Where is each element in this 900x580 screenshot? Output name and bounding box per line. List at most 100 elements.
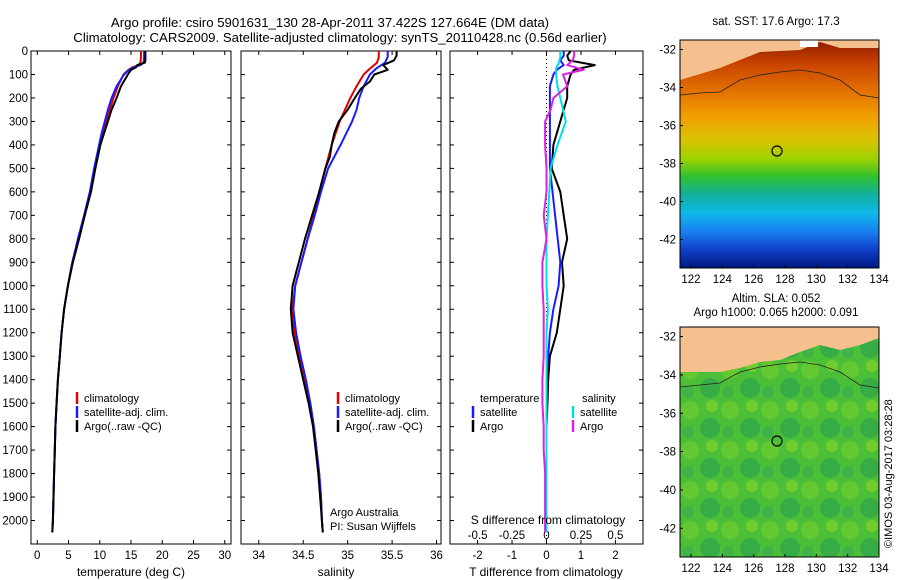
latitude-tick-label: -36: [659, 408, 676, 420]
x-tick-label: 35: [341, 550, 354, 562]
x-tick-label: 35.5: [381, 550, 403, 562]
s-diff-tick-label: -0.25: [499, 530, 525, 542]
x-tick-label: -1: [507, 550, 517, 562]
s-diff-tick-label: 0: [543, 530, 549, 542]
credit-line1: Argo Australia: [330, 507, 399, 519]
legend-satellite-label: satellite-adj. clim.: [84, 407, 168, 419]
x-tick-label: 30: [218, 550, 231, 562]
series-line-argo-raw-qc: [51, 51, 147, 533]
depth-tick-label: 1400: [2, 375, 28, 387]
depth-tick-label: 600: [9, 187, 28, 199]
depth-tick-label: 100: [9, 69, 28, 81]
temperature-axis-label: temperature (deg C): [77, 565, 185, 579]
longitude-tick-label: 122: [681, 563, 700, 575]
latitude-tick-label: -36: [659, 121, 676, 133]
sla-map: [679, 326, 880, 558]
salinity-plot-frame: [240, 50, 442, 545]
sla-profile-marker: [771, 435, 783, 447]
longitude-tick-label: 126: [744, 274, 763, 286]
temperature-profile-plot: 0 5 10 15 20 25 30: [34, 51, 231, 562]
depth-tick-label: 1800: [2, 469, 28, 481]
latitude-tick-label: -38: [659, 159, 676, 171]
series-line-salinity-satellite: [545, 51, 567, 533]
latitude-tick-label: -40: [659, 197, 676, 209]
x-tick-label: 34: [252, 550, 265, 562]
series-line-climatology: [51, 51, 142, 533]
temperature-legend: climatology satellite-adj. clim. Argo(..…: [75, 392, 168, 433]
sst-profile-marker: [771, 145, 783, 157]
longitude-tick-label: 128: [775, 563, 794, 575]
legend-s-satellite-label: satellite: [580, 407, 617, 419]
difference-legend: temperature satellite Argo salinity sate…: [471, 393, 617, 433]
series-line-argo-raw-qc: [289, 51, 398, 533]
depth-tick-label: 1700: [2, 445, 28, 457]
sst-field: [680, 40, 879, 268]
longitude-tick-label: 124: [713, 563, 733, 575]
s-diff-tick-label: 0.5: [607, 530, 623, 542]
depth-axis: 0 100 200 300 400 500 600 700 800 900 1000 1100 1200…: [2, 46, 643, 528]
x-tick-label: -2: [472, 550, 482, 562]
legend-argo-label: Argo(..raw -QC): [345, 421, 423, 433]
t-difference-axis-label: T difference from climatology: [469, 565, 623, 579]
sst-contour: [679, 69, 880, 99]
depth-tick-label: 800: [9, 234, 28, 246]
timestamp-watermark: ©IMOS 03-Aug-2017 03:28:28: [883, 399, 895, 548]
latitude-tick-label: -38: [659, 447, 676, 459]
sst-map: [679, 39, 880, 269]
longitude-tick-label: 126: [744, 563, 763, 575]
credit-line2: PI: Susan Wijffels: [330, 521, 416, 533]
x-tick-label: 10: [93, 550, 106, 562]
x-tick-label: 5: [65, 550, 71, 562]
depth-tick-label: 1100: [3, 304, 28, 316]
legend-argo-label: Argo(..raw -QC): [84, 421, 162, 433]
x-tick-label: 25: [187, 550, 200, 562]
longitude-tick-label: 130: [807, 563, 826, 575]
series-line-climatology: [291, 51, 380, 533]
sst-map-title: sat. SST: 17.6 Argo: 17.3: [712, 16, 839, 28]
latitude-tick-label: -32: [659, 45, 676, 57]
depth-tick-label: 200: [9, 93, 28, 105]
latitude-tick-label: -34: [659, 370, 676, 382]
depth-tick-label: 2000: [2, 516, 28, 528]
legend-t-argo-label: Argo: [480, 421, 503, 433]
latitude-tick-label: -42: [659, 523, 676, 535]
figure-title-line2: Climatology: CARS2009. Satellite-adjuste…: [73, 30, 606, 45]
x-tick-label: 1: [578, 550, 584, 562]
depth-tick-label: 500: [9, 163, 28, 175]
sla-contour: [679, 361, 880, 389]
legend-salinity-heading: salinity: [582, 393, 616, 405]
sla-land: [680, 327, 879, 372]
s-diff-tick-label: -0.5: [468, 530, 488, 542]
sst-land: [680, 40, 879, 80]
series-line-salinity-argo: [541, 51, 585, 533]
sst-missing-patch: [800, 40, 818, 47]
series-line-satellite-adj-clim: [292, 51, 389, 533]
depth-tick-label: 1900: [2, 492, 28, 504]
depth-tick-label: 1000: [2, 281, 28, 293]
x-tick-label: 0: [34, 550, 40, 562]
longitude-tick-label: 134: [869, 563, 889, 575]
series-line-temperature-satellite: [545, 51, 565, 533]
temperature-plot-frame: [30, 50, 232, 545]
salinity-axis-label: salinity: [318, 565, 355, 579]
longitude-tick-label: 128: [775, 274, 794, 286]
depth-tick-label: 1200: [2, 328, 28, 340]
longitude-tick-label: 134: [869, 274, 889, 286]
depth-tick-label: 900: [9, 257, 28, 269]
depth-tick-label: 1500: [2, 398, 28, 410]
legend-t-satellite-label: satellite: [480, 407, 517, 419]
salinity-profile-plot: 34 34.5 35 35.5 36: [252, 51, 443, 562]
legend-temperature-heading: temperature: [480, 393, 539, 405]
salinity-legend: climatology satellite-adj. clim. Argo(..…: [336, 392, 429, 433]
latitude-tick-label: -42: [659, 235, 676, 247]
longitude-tick-label: 124: [713, 274, 733, 286]
depth-tick-label: 300: [9, 116, 28, 128]
difference-profile-plot: -2 -1 0 1 2 -0.5 -0.25 0 0.25 0.5: [468, 50, 623, 562]
legend-climatology-label: climatology: [84, 393, 140, 405]
x-tick-label: 34.5: [292, 550, 314, 562]
x-tick-label: 36: [430, 550, 443, 562]
s-difference-axis-label: S difference from climatology: [471, 513, 626, 527]
x-tick-label: 0: [543, 550, 549, 562]
depth-tick-label: 1600: [2, 422, 28, 434]
